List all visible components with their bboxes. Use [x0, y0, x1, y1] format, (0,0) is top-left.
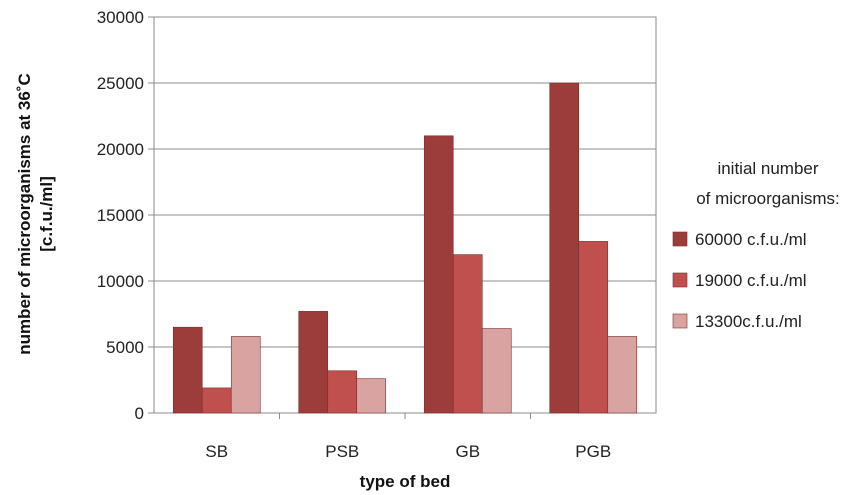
x-tick-label: SB	[205, 442, 228, 461]
y-tick-label: 15000	[97, 206, 144, 225]
x-tick-label: PSB	[325, 442, 359, 461]
x-tick-label: PGB	[575, 442, 611, 461]
y-axis-title: number of microorganisms at 36˚C [c.f.u.…	[15, 73, 56, 355]
bar	[578, 241, 609, 414]
y-tick-label: 30000	[97, 8, 144, 27]
legend: initial number of microorganisms: 60000 …	[672, 159, 840, 331]
bar	[607, 336, 638, 414]
legend-label: 13300c.f.u./ml	[695, 312, 802, 331]
bar	[452, 254, 483, 414]
bar	[201, 387, 232, 414]
bar	[423, 135, 454, 414]
bar	[356, 378, 387, 414]
legend-title-line-2: of microorganisms:	[696, 189, 840, 208]
y-tick-label: 20000	[97, 140, 144, 159]
y-axis-title-line-2: [c.f.u./ml]	[37, 176, 56, 252]
bar	[481, 328, 512, 414]
legend-title-line-1: initial number	[717, 159, 818, 178]
bars	[172, 82, 638, 414]
legend-swatch	[672, 313, 688, 329]
legend-swatch	[672, 231, 688, 247]
x-axis-title: type of bed	[360, 472, 451, 491]
y-tick-label: 0	[135, 404, 144, 423]
y-tick-label: 10000	[97, 272, 144, 291]
bar	[230, 336, 261, 414]
legend-swatch	[672, 272, 688, 288]
bar	[172, 326, 203, 414]
legend-label: 60000 c.f.u./ml	[695, 230, 807, 249]
bar	[549, 82, 580, 414]
bar	[298, 311, 329, 414]
y-tick-label: 5000	[106, 338, 144, 357]
x-tick-labels: SB PSB GB PGB	[205, 442, 611, 461]
bar	[327, 370, 358, 414]
y-axis-title-line-1: number of microorganisms at 36˚C	[15, 73, 34, 355]
legend-label: 19000 c.f.u./ml	[695, 271, 807, 290]
x-tick-label: GB	[455, 442, 480, 461]
y-tick-label: 25000	[97, 74, 144, 93]
y-tick-labels: 0 5000 10000 15000 20000 25000 30000	[97, 8, 144, 423]
